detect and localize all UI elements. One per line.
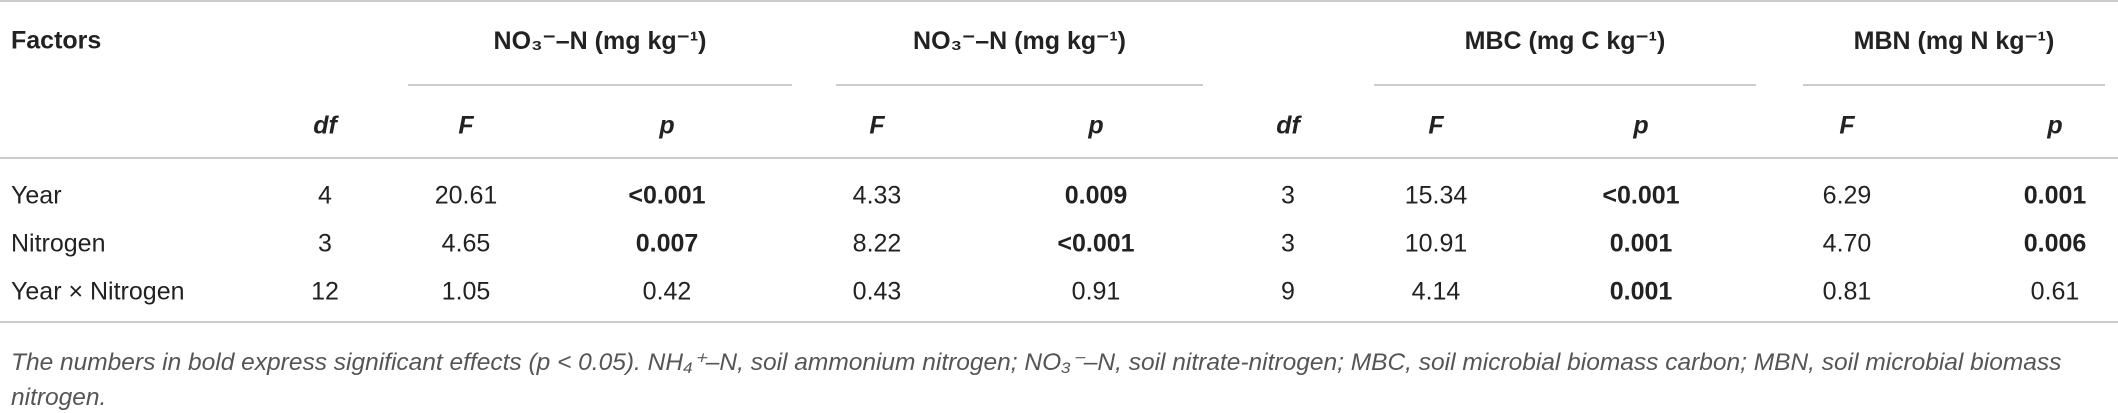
- cell: 0.91: [1071, 277, 1121, 306]
- cell: 9: [1281, 277, 1295, 306]
- cell: 6.29: [1822, 181, 1872, 210]
- cell: 0.007: [635, 229, 699, 258]
- group-rule: [836, 84, 1203, 86]
- sub-header: p: [1633, 111, 1649, 140]
- header-factors: Factors: [11, 26, 102, 55]
- cell: 0.61: [2030, 277, 2080, 306]
- sub-header: F: [869, 111, 885, 140]
- row-label: Nitrogen: [11, 229, 106, 258]
- cell: 0.001: [2023, 181, 2087, 210]
- cell: 10.91: [1404, 229, 1468, 258]
- sub-header: F: [1839, 111, 1855, 140]
- sub-header: df: [313, 111, 337, 140]
- top-rule: [0, 0, 2118, 2]
- cell: 4.33: [852, 181, 902, 210]
- cell: 3: [1281, 181, 1295, 210]
- cell: <0.001: [1602, 181, 1680, 210]
- sub-header: p: [1088, 111, 1104, 140]
- sub-header: p: [2047, 111, 2063, 140]
- cell: 0.009: [1064, 181, 1128, 210]
- cell: <0.001: [628, 181, 706, 210]
- cell: 3: [318, 229, 332, 258]
- cell: 0.42: [642, 277, 692, 306]
- bottom-rule: [0, 321, 2118, 323]
- cell: 0.001: [1609, 277, 1673, 306]
- cell: 20.61: [434, 181, 498, 210]
- cell: 8.22: [852, 229, 902, 258]
- row-label: Year: [11, 181, 62, 210]
- cell: 0.81: [1822, 277, 1872, 306]
- sub-header: df: [1276, 111, 1300, 140]
- group-header: MBC (mg C kg⁻¹): [1464, 27, 1666, 55]
- cell: <0.001: [1057, 229, 1135, 258]
- cell: 4.14: [1411, 277, 1461, 306]
- sub-header: F: [458, 111, 474, 140]
- group-header: NO₃⁻–N (mg kg⁻¹): [493, 27, 707, 55]
- cell: 0.43: [852, 277, 902, 306]
- cell: 4: [318, 181, 332, 210]
- row-label: Year × Nitrogen: [11, 277, 185, 306]
- sub-header: p: [659, 111, 675, 140]
- cell: 0.006: [2023, 229, 2087, 258]
- header-rule: [0, 157, 2118, 159]
- cell: 0.001: [1609, 229, 1673, 258]
- group-rule: [408, 84, 792, 86]
- cell: 1.05: [441, 277, 491, 306]
- group-rule: [1374, 84, 1756, 86]
- cell: 3: [1281, 229, 1295, 258]
- group-header: MBN (mg N kg⁻¹): [1853, 27, 2055, 55]
- cell: 15.34: [1404, 181, 1468, 210]
- cell: 4.70: [1822, 229, 1872, 258]
- group-rule: [1803, 84, 2105, 86]
- footnote: The numbers in bold express significant …: [11, 349, 2062, 411]
- cell: 12: [311, 277, 339, 306]
- cell: 4.65: [441, 229, 491, 258]
- sub-header: F: [1428, 111, 1444, 140]
- group-header: NO₃⁻–N (mg kg⁻¹): [913, 27, 1126, 55]
